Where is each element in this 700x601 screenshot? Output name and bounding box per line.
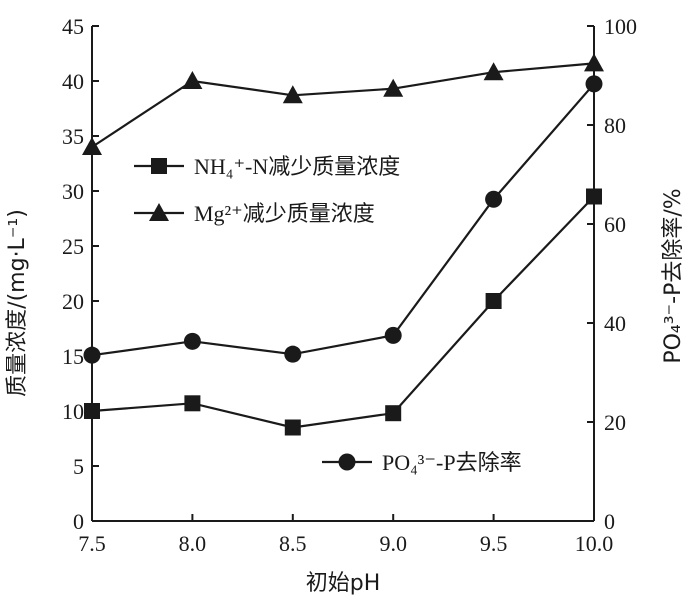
data-point-square: [84, 403, 100, 419]
data-point-circle: [384, 326, 402, 344]
data-point-triangle: [584, 53, 604, 72]
left-y-tick-label: 45: [62, 14, 84, 39]
right-y-tick-label: 0: [604, 509, 615, 534]
data-point-triangle: [82, 137, 102, 155]
data-point-circle: [284, 345, 302, 363]
series-square: [84, 188, 602, 436]
axes: 0 5 10 15 20 25 30 35 40 45 0 20 40 60 80 100 7.5 8.0 8.5 9…: [62, 14, 637, 556]
data-point-square: [184, 395, 201, 412]
x-tick-label: 8.5: [279, 531, 307, 556]
data-point-triangle: [282, 85, 303, 104]
legend: NH₄⁺-N减少质量浓度 Mg²⁺减少质量浓度 PO₄³⁻-P去除率: [134, 154, 522, 475]
x-axis-title: 初始pH: [306, 571, 381, 596]
left-y-tick-label: 10: [62, 399, 84, 424]
data-point-square: [586, 188, 602, 205]
series-line-circle: [91, 83, 595, 357]
left-y-tick-label: 30: [62, 179, 84, 204]
series-layer: [82, 53, 604, 436]
left-y-tick-label: 25: [62, 234, 84, 259]
x-tick-label: 8.0: [179, 531, 207, 556]
legend-item-triangle: Mg²⁺减少质量浓度: [134, 201, 375, 226]
legend-label: NH₄⁺-N减少质量浓度: [194, 154, 400, 179]
series-line-triangle: [91, 62, 595, 148]
right-y-tick-label: 80: [604, 113, 626, 138]
left-y-tick-label: 20: [62, 289, 84, 314]
legend-marker-circle: [338, 453, 356, 471]
data-point-circle: [83, 346, 101, 364]
series-circle: [83, 75, 603, 364]
data-point-square: [485, 293, 502, 309]
right-y-tick-label: 40: [604, 311, 626, 336]
legend-item-square: NH₄⁺-N减少质量浓度: [134, 154, 400, 179]
x-tick-label: 7.5: [78, 531, 106, 556]
left-y-tick-label: 0: [73, 509, 84, 534]
data-point-triangle: [182, 71, 203, 89]
legend-item-circle: PO₄³⁻-P去除率: [322, 450, 522, 475]
data-point-circle: [485, 190, 503, 208]
series-triangle: [82, 53, 604, 155]
right-y-axis-title: PO₄³⁻-P去除率/%: [661, 188, 686, 363]
data-point-square: [284, 419, 301, 436]
data-point-circle: [585, 75, 603, 93]
data-point-circle: [183, 332, 201, 350]
x-tick-label: 10.0: [575, 531, 614, 556]
data-point-triangle: [483, 62, 504, 81]
series-line-square: [91, 195, 595, 429]
legend-marker-triangle: [149, 203, 169, 221]
x-tick-label: 9.5: [480, 531, 508, 556]
right-y-tick-label: 100: [604, 14, 637, 39]
right-y-tick-label: 60: [604, 212, 626, 237]
legend-label: PO₄³⁻-P去除率: [382, 450, 522, 475]
right-y-tick-label: 20: [604, 410, 626, 435]
left-y-tick-label: 5: [73, 454, 84, 479]
data-point-square: [385, 405, 402, 422]
data-point-triangle: [383, 78, 404, 97]
left-y-tick-label: 35: [62, 124, 84, 149]
left-y-axis-title: 质量浓度/(mg·L⁻¹): [5, 209, 30, 397]
left-y-tick-label: 40: [62, 69, 84, 94]
x-tick-label: 9.0: [379, 531, 407, 556]
left-y-tick-label: 15: [62, 344, 84, 369]
legend-marker-square: [151, 158, 167, 174]
legend-label: Mg²⁺减少质量浓度: [194, 201, 375, 226]
